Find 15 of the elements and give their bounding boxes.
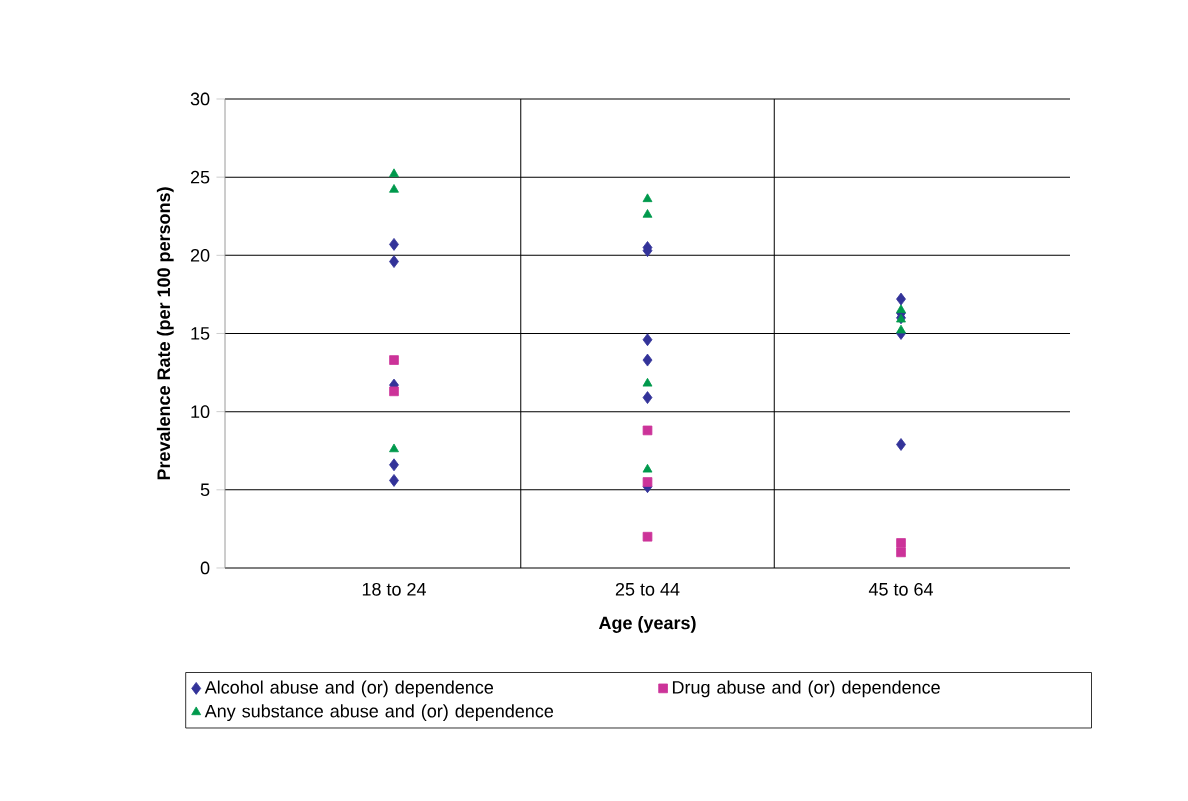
x-tick-label: 18 to 24 bbox=[362, 582, 426, 596]
y-axis-title: Prevalence Rate (per 100 persons) bbox=[156, 187, 174, 480]
legend-label: Alcohol abuse and (or) dependence bbox=[204, 680, 494, 698]
y-tick-label: 10 bbox=[191, 405, 210, 419]
y-tick-label: 0 bbox=[200, 561, 210, 575]
y-tick-label: 30 bbox=[190, 92, 210, 106]
x-axis-title: Age (years) bbox=[598, 616, 696, 633]
x-tick-label: 25 to 44 bbox=[615, 582, 680, 596]
y-tick-label: 25 bbox=[190, 170, 210, 184]
y-tick-label: 5 bbox=[200, 483, 210, 497]
y-tick-label: 15 bbox=[191, 327, 210, 340]
legend-label: Drug abuse and (or) dependence bbox=[672, 680, 940, 698]
y-tick-label: 20 bbox=[190, 248, 210, 262]
legend-label: Any substance abuse and (or) dependence bbox=[204, 704, 554, 722]
x-tick-label: 45 to 64 bbox=[868, 582, 933, 596]
